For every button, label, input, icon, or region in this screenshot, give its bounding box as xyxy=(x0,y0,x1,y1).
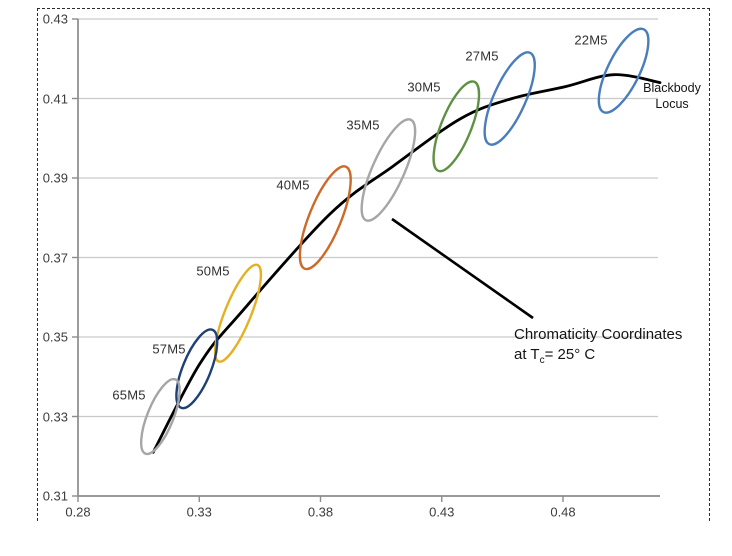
macadam-ellipse-57M5 xyxy=(175,328,219,410)
ellipse-label-35M5: 35M5 xyxy=(346,117,380,133)
y-tick-label-0.37: 0.37 xyxy=(42,250,68,265)
ellipse-label-40M5: 40M5 xyxy=(276,177,310,193)
y-tick-label-0.39: 0.39 xyxy=(42,170,68,186)
x-tick-label-0.28: 0.28 xyxy=(65,504,91,520)
blackbody-locus-label-line1: Blackbody xyxy=(643,81,701,95)
macadam-ellipse-40M5 xyxy=(298,165,352,271)
macadam-ellipse-65M5 xyxy=(139,377,181,456)
callout-line2: at Tc= 25° C xyxy=(514,345,714,371)
callout-line2-subscript: c xyxy=(539,355,545,366)
macadam-ellipse-30M5 xyxy=(432,80,481,173)
x-tick-label-0.38: 0.38 xyxy=(307,504,334,520)
callout-line2-suffix: = 25° C xyxy=(544,346,596,363)
y-tick-label-0.41: 0.41 xyxy=(42,91,68,106)
ellipse-label-22M5: 22M5 xyxy=(574,32,608,48)
y-tick-label-0.43: 0.43 xyxy=(42,11,68,27)
x-tick-label-0.43: 0.43 xyxy=(429,504,455,520)
callout-line1: Chromaticity Coordinates xyxy=(514,326,683,343)
y-tick-label-0.31: 0.31 xyxy=(42,488,68,504)
ellipse-label-30M5: 30M5 xyxy=(407,79,441,95)
blackbody-locus-curve xyxy=(151,73,662,454)
macadam-ellipse-27M5 xyxy=(483,51,536,146)
macadam-ellipse-22M5 xyxy=(597,27,650,114)
ellipse-label-57M5: 57M5 xyxy=(152,341,186,357)
ellipse-label-65M5: 65M5 xyxy=(112,387,146,403)
x-tick-label-0.33: 0.33 xyxy=(186,504,212,520)
chromaticity-callout: Chromaticity Coordinates at Tc= 25° C xyxy=(514,325,714,371)
blackbody-locus-label-line2: Locus xyxy=(655,97,689,111)
y-tick-label-0.35: 0.35 xyxy=(42,329,68,345)
macadam-ellipse-35M5 xyxy=(360,118,417,222)
ellipse-label-50M5: 50M5 xyxy=(196,263,230,279)
callout-leader-line xyxy=(391,217,534,320)
macadam-ellipse-50M5 xyxy=(213,263,263,363)
blackbody-locus-label: Blackbody Locus xyxy=(631,80,713,112)
callout-line2-prefix: at T xyxy=(514,346,540,363)
ellipse-label-27M5: 27M5 xyxy=(465,48,499,64)
y-tick-label-0.33: 0.33 xyxy=(42,409,68,424)
x-tick-label-0.48: 0.48 xyxy=(550,504,576,520)
